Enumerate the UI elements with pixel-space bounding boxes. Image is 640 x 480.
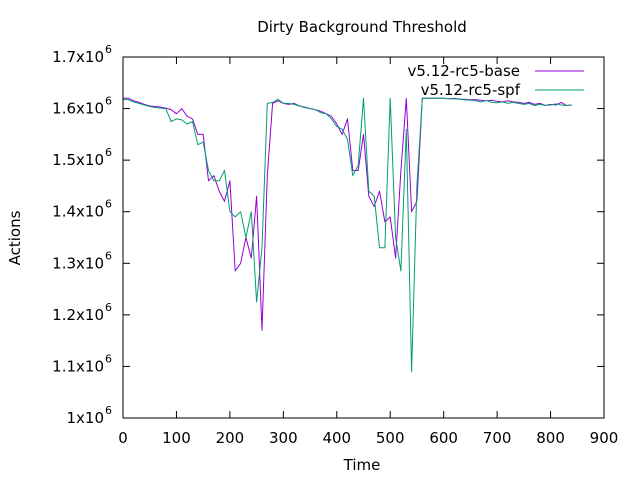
x-tick-label: 0 <box>118 429 128 447</box>
y-axis-label: Actions <box>6 210 24 265</box>
y-tick-exponent: 6 <box>105 146 112 159</box>
y-tick-label: 1x10 <box>66 409 104 427</box>
legend-label-1: v5.12-rc5-base <box>408 62 521 80</box>
x-tick-label: 600 <box>429 429 458 447</box>
y-tick-label: 1.4x10 <box>52 203 104 221</box>
y-tick-exponent: 6 <box>105 95 112 108</box>
y-tick-label: 1.5x10 <box>52 151 104 169</box>
y-tick-label: 1.2x10 <box>52 306 104 324</box>
y-axis-ticks: 1x10 61.1x10 61.2x10 61.3x10 61.4x10 61.5x10 6… <box>52 43 604 427</box>
x-tick-label: 400 <box>322 429 351 447</box>
y-tick-exponent: 6 <box>105 198 112 211</box>
y-tick-label: 1.6x10 <box>52 100 104 118</box>
x-tick-label: 800 <box>536 429 565 447</box>
legend-label-2: v5.12-rc5-spf <box>421 81 521 99</box>
chart-title: Dirty Background Threshold <box>257 18 467 36</box>
x-tick-label: 500 <box>376 429 405 447</box>
x-tick-label: 900 <box>590 429 619 447</box>
x-tick-label: 700 <box>483 429 512 447</box>
plot-frame <box>122 56 605 419</box>
y-tick-label: 1.7x10 <box>52 48 104 66</box>
x-axis-label: Time <box>343 456 381 474</box>
x-tick-label: 300 <box>269 429 298 447</box>
y-tick-exponent: 6 <box>105 43 112 56</box>
x-tick-label: 100 <box>162 429 191 447</box>
y-tick-exponent: 6 <box>105 352 112 365</box>
series-line-1 <box>123 97 572 331</box>
x-tick-label: 200 <box>216 429 245 447</box>
series-line-2 <box>122 97 572 373</box>
series-layer <box>122 97 572 373</box>
y-tick-exponent: 6 <box>105 249 112 262</box>
x-axis-ticks: 0 100 200 300 400 500 600 700 800 900 <box>118 57 618 447</box>
y-tick-exponent: 6 <box>105 301 112 314</box>
y-tick-label: 1.1x10 <box>52 357 104 375</box>
y-tick-exponent: 6 <box>105 404 112 417</box>
y-tick-label: 1.3x10 <box>52 254 104 272</box>
